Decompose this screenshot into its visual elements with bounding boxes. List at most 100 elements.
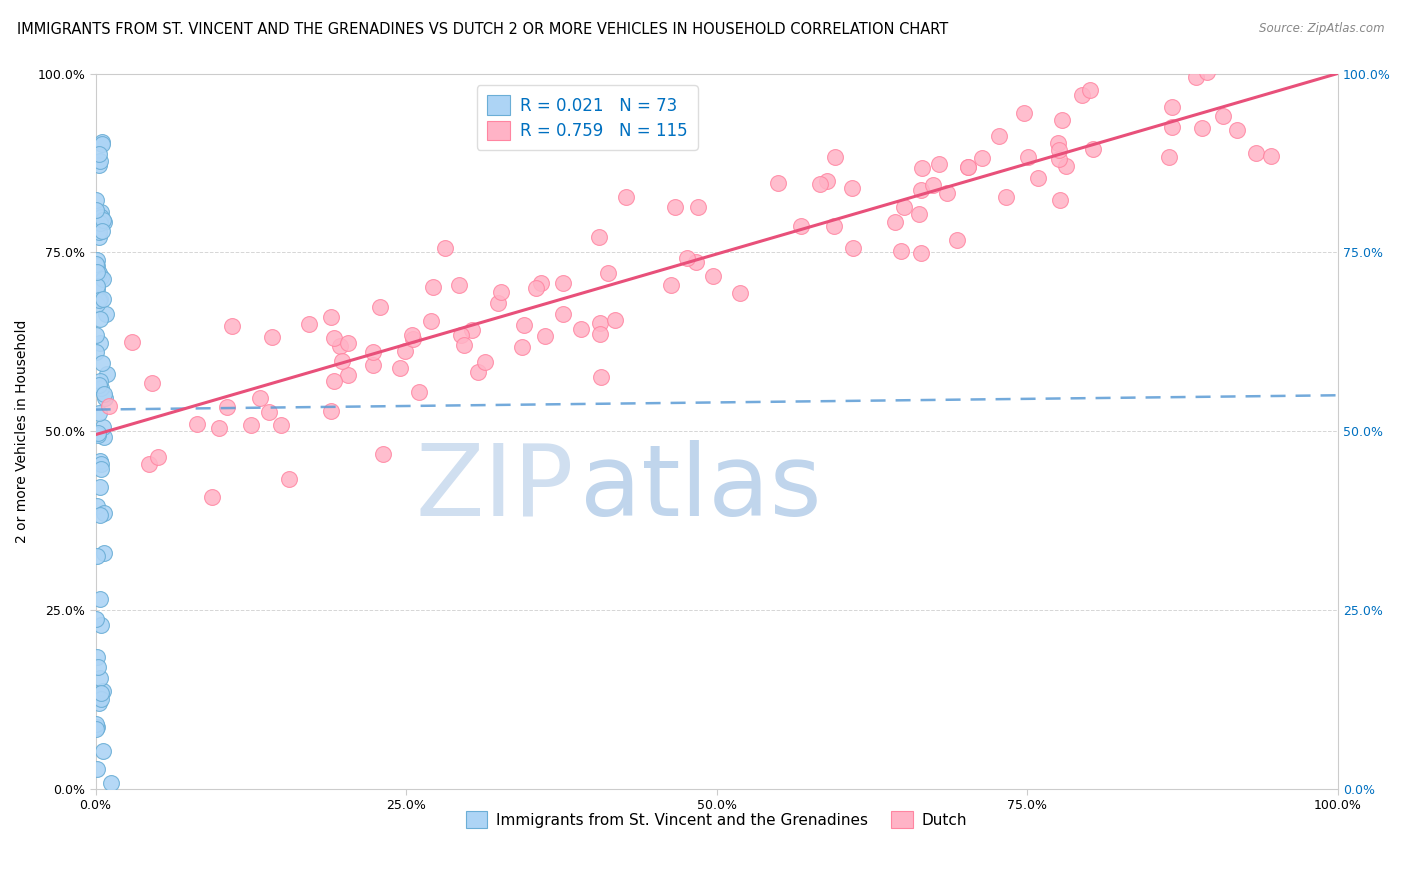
Point	[394, 343, 416, 358]
Point	[908, 207, 931, 221]
Point	[93, 507, 115, 521]
Point	[890, 244, 912, 259]
Point	[329, 339, 352, 353]
Point	[90, 269, 112, 284]
Point	[87, 378, 110, 392]
Point	[1161, 99, 1184, 113]
Point	[89, 406, 111, 420]
Point	[90, 617, 112, 632]
Point	[453, 337, 475, 351]
Point	[824, 150, 846, 164]
Point	[688, 200, 710, 214]
Point	[1078, 83, 1101, 97]
Point	[987, 128, 1010, 143]
Point	[270, 418, 292, 433]
Point	[371, 447, 394, 461]
Point	[86, 259, 108, 273]
Point	[823, 219, 845, 234]
Point	[84, 193, 107, 207]
Point	[89, 216, 111, 230]
Point	[91, 356, 114, 370]
Point	[1071, 87, 1094, 102]
Point	[361, 345, 384, 359]
Point	[591, 369, 613, 384]
Point	[1026, 170, 1049, 185]
Point	[86, 762, 108, 776]
Point	[1049, 193, 1071, 207]
Point	[141, 376, 163, 390]
Point	[90, 692, 112, 706]
Point	[86, 720, 108, 734]
Point	[86, 690, 108, 704]
Point	[841, 180, 863, 194]
Point	[1226, 123, 1249, 137]
Point	[422, 280, 444, 294]
Point	[91, 744, 114, 758]
Point	[86, 499, 108, 513]
Point	[461, 323, 484, 337]
Point	[90, 686, 112, 700]
Point	[614, 189, 637, 203]
Point	[551, 276, 574, 290]
Point	[817, 174, 839, 188]
Point	[240, 417, 263, 432]
Text: ZIP: ZIP	[415, 440, 574, 537]
Point	[93, 430, 115, 444]
Point	[513, 318, 536, 333]
Point	[946, 233, 969, 247]
Point	[922, 178, 945, 193]
Legend: Immigrants from St. Vincent and the Grenadines, Dutch: Immigrants from St. Vincent and the Gren…	[460, 805, 973, 835]
Point	[201, 490, 224, 504]
Text: atlas: atlas	[581, 440, 821, 537]
Point	[86, 426, 108, 441]
Point	[420, 314, 443, 328]
Point	[93, 292, 115, 306]
Point	[957, 160, 980, 174]
Point	[89, 312, 111, 326]
Point	[319, 404, 342, 418]
Point	[911, 161, 934, 175]
Point	[883, 215, 905, 229]
Point	[249, 392, 271, 406]
Point	[91, 419, 114, 434]
Point	[1047, 136, 1070, 151]
Point	[86, 253, 108, 268]
Point	[89, 454, 111, 468]
Point	[664, 200, 686, 214]
Point	[89, 336, 111, 351]
Point	[588, 230, 610, 244]
Point	[89, 293, 111, 307]
Point	[89, 225, 111, 239]
Point	[91, 684, 114, 698]
Point	[685, 255, 707, 269]
Text: Source: ZipAtlas.com: Source: ZipAtlas.com	[1260, 22, 1385, 36]
Point	[93, 387, 115, 401]
Point	[84, 344, 107, 359]
Point	[1195, 64, 1218, 78]
Point	[91, 272, 114, 286]
Point	[84, 328, 107, 343]
Point	[1129, 52, 1152, 66]
Point	[86, 279, 108, 293]
Point	[401, 333, 423, 347]
Point	[1047, 152, 1070, 166]
Point	[90, 210, 112, 224]
Point	[766, 176, 789, 190]
Point	[323, 331, 346, 345]
Point	[89, 508, 111, 522]
Point	[790, 219, 813, 233]
Point	[100, 776, 122, 790]
Point	[93, 545, 115, 559]
Point	[90, 462, 112, 476]
Point	[84, 611, 107, 625]
Point	[728, 286, 751, 301]
Point	[330, 353, 353, 368]
Point	[1288, 53, 1310, 67]
Point	[368, 300, 391, 314]
Point	[533, 329, 555, 343]
Point	[90, 457, 112, 471]
Point	[589, 326, 612, 341]
Text: IMMIGRANTS FROM ST. VINCENT AND THE GRENADINES VS DUTCH 2 OR MORE VEHICLES IN HO: IMMIGRANTS FROM ST. VINCENT AND THE GREN…	[17, 22, 948, 37]
Point	[90, 381, 112, 395]
Point	[93, 215, 115, 229]
